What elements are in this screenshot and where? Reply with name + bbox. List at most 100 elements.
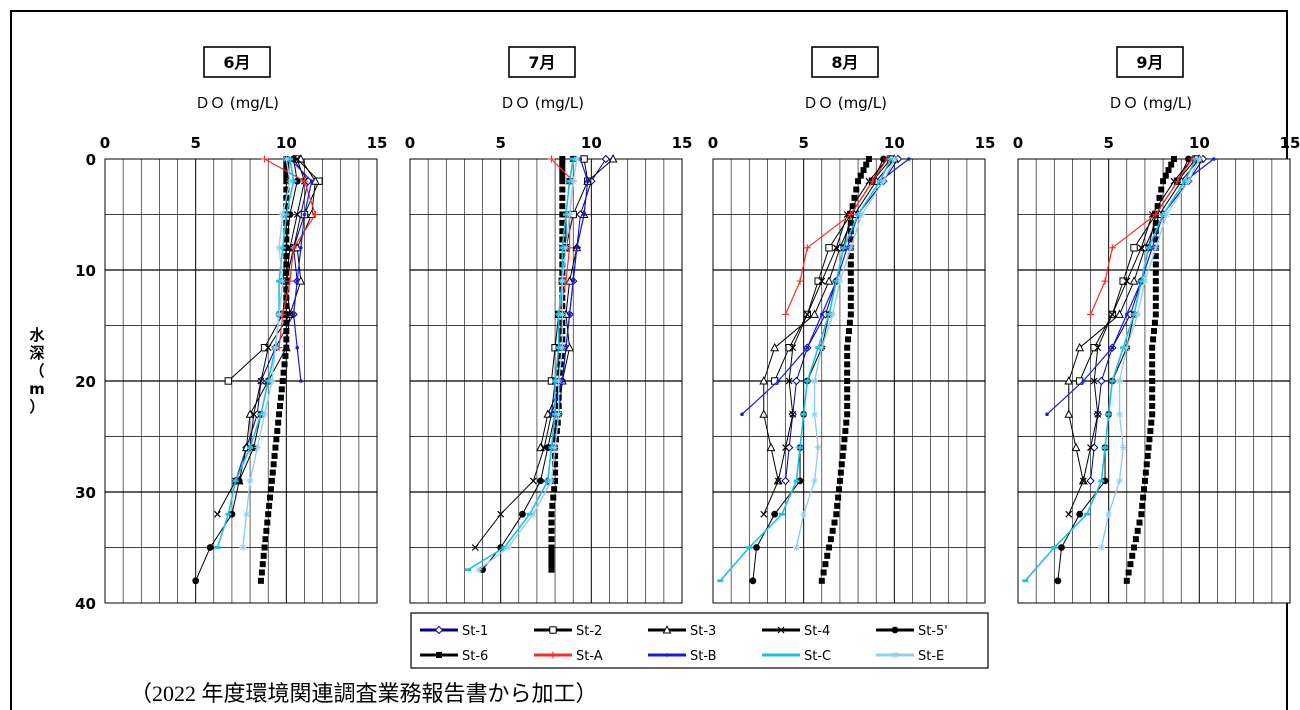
marker-st-e [239,544,247,551]
legend-label: St-A [576,649,603,664]
marker-st-c [257,412,264,416]
marker-st-3 [759,376,769,385]
marker-st-6 [282,353,289,360]
marker-st-4 [1108,310,1116,318]
marker-st-3 [608,154,618,163]
marker-st-e [811,477,819,485]
marker-st-4 [785,377,793,385]
marker-st-6 [1152,286,1159,293]
marker-st-b [820,312,824,317]
marker-st-6 [283,311,290,318]
marker-st-6 [1149,344,1156,351]
marker-st-a [290,244,298,252]
marker-st-6 [264,519,271,526]
series-st-e [1097,155,1203,551]
marker-st-6 [844,353,851,360]
marker-st-6 [844,394,851,401]
marker-st-e [811,377,819,385]
marker-st-6 [1129,552,1136,559]
marker-st-c [1181,179,1188,183]
marker-st-6 [278,386,285,393]
marker-st-6 [846,328,852,335]
marker-st-2 [825,244,833,252]
marker-st-e [1097,544,1105,551]
marker-st-e [858,211,866,218]
marker-st-6 [1132,536,1139,543]
marker-st-3 [1064,409,1074,418]
marker-st-6 [865,156,872,162]
marker-st-a [311,211,319,218]
marker-st-5 [1076,510,1084,518]
marker-st-3 [296,276,306,285]
series-line-st-b [289,158,313,382]
marker-st-6 [283,286,290,293]
marker-st-e [818,344,826,352]
marker-st-6 [552,452,559,459]
source-caption: （2022 年度環境関連調査業務報告書から加工） [130,681,598,706]
marker-st-6 [847,286,854,293]
marker-st-c [232,479,239,483]
marker-st-e [566,211,574,218]
marker-st-6 [1146,436,1153,443]
month-title: 9月 [1136,53,1163,72]
marker-st-e [569,177,577,185]
month-title-box [203,46,271,78]
marker-st-6 [1149,378,1156,384]
x-tick-label: 5 [798,134,808,152]
marker-st-c [1131,313,1138,316]
marker-st-a [549,651,557,659]
marker-st-6 [559,156,566,162]
marker-st-6 [276,411,283,418]
marker-st-e [246,477,254,485]
marker-st-6 [436,652,442,658]
marker-st-6 [551,486,558,493]
marker-st-c [555,346,562,350]
marker-st-6 [283,319,290,326]
marker-st-6 [273,436,280,443]
marker-st-b [295,279,300,283]
marker-st-6 [283,228,290,235]
legend-entry-st-1: St-1 [420,624,488,639]
marker-st-c [225,512,232,516]
marker-st-c [1192,157,1199,161]
marker-st-e [475,566,483,574]
x-tick-label: 10 [581,134,602,152]
marker-st-6 [280,369,287,376]
marker-st-e [558,310,566,318]
marker-st-6 [1127,561,1134,568]
marker-st-a [1152,211,1160,218]
series-line-st-c [467,158,574,571]
legend-entry-st-a: St-A [534,649,603,664]
marker-st-e [891,651,899,659]
marker-st-b [309,179,314,183]
marker-st-e [275,244,283,252]
marker-st-6 [269,469,276,476]
marker-st-4 [471,544,479,551]
marker-st-4 [818,277,826,285]
marker-st-6 [283,186,290,193]
marker-st-a [1108,244,1116,252]
marker-st-5 [1058,544,1065,551]
legend-entry-st-c: St-C [762,649,831,664]
legend-entry-st-b: St-B [648,649,717,664]
marker-st-e [279,211,287,218]
marker-st-6 [267,494,274,501]
marker-st-6 [1149,402,1156,409]
marker-st-6 [271,452,278,459]
marker-st-6 [1152,278,1159,285]
marker-st-e [829,310,837,318]
marker-st-6 [283,303,290,310]
marker-st-c [797,446,804,449]
month-title-box [1116,46,1184,78]
marker-st-6 [552,469,559,476]
marker-st-b [1110,345,1115,350]
marker-st-6 [283,219,290,226]
x-tick-label: 10 [276,134,297,152]
marker-st-c [548,446,555,449]
marker-st-e [555,410,563,418]
marker-st-a [782,310,790,318]
marker-st-c [1083,512,1090,516]
marker-st-6 [548,555,555,562]
legend-entry-st-6: St-6 [420,649,488,664]
